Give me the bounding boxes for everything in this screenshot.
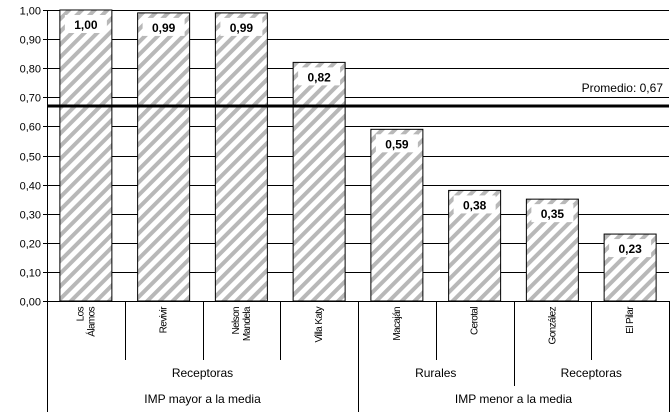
bar xyxy=(370,128,424,302)
data-label-box xyxy=(298,67,341,86)
bar xyxy=(292,61,346,302)
y-tick-label: 0,50 xyxy=(20,152,41,164)
group-label: Receptoras xyxy=(561,366,622,380)
data-label: 0,23 xyxy=(618,242,642,256)
data-label-box xyxy=(64,15,107,33)
y-tick-label: 0,90 xyxy=(20,35,41,47)
group-label: Receptoras xyxy=(172,366,233,380)
y-tick-label: 1,00 xyxy=(20,6,41,18)
y-tick-label: 0,10 xyxy=(20,268,41,280)
data-label-box xyxy=(220,17,263,36)
category-label: Mandela xyxy=(242,306,253,341)
bars xyxy=(59,9,657,302)
category-label: El Pilar xyxy=(625,306,636,334)
y-tick-label: 0,20 xyxy=(20,239,41,251)
data-label: 0,82 xyxy=(307,70,331,84)
category-label: Macaján xyxy=(392,307,403,341)
y-tick-label: 0,70 xyxy=(20,93,41,105)
data-label: 0,99 xyxy=(152,21,176,35)
bar xyxy=(59,9,113,302)
y-tick-label: 0,60 xyxy=(20,122,41,134)
data-label: 0,35 xyxy=(541,207,565,221)
category-label: Nelson xyxy=(231,307,242,335)
average-line-group: Promedio: 0,67 xyxy=(47,81,669,108)
category-label: Revivir xyxy=(159,306,170,334)
y-tick-label: 0,00 xyxy=(20,297,41,309)
category-axis: Los Álamos Revivir Nelson Mandela Villa Katy M… xyxy=(47,301,670,412)
group-label: Rurales xyxy=(415,366,456,380)
data-label: 0,38 xyxy=(463,198,487,212)
data-label: 0,59 xyxy=(385,137,409,151)
data-label: 0,99 xyxy=(230,21,254,35)
y-tick-label: 0,80 xyxy=(20,64,41,76)
y-tick-label: 0,40 xyxy=(20,181,41,193)
data-label-box xyxy=(531,204,574,223)
bar xyxy=(214,12,268,302)
category-label: Álamos xyxy=(84,306,97,336)
group-label: IMP mayor a la media xyxy=(144,392,261,406)
group-label: IMP menor a la media xyxy=(455,392,572,406)
data-label-box xyxy=(375,134,418,153)
data-label: 1,00 xyxy=(74,18,98,32)
category-label: Cerotal xyxy=(470,307,481,335)
data-label-box xyxy=(453,195,496,214)
category-label: González xyxy=(547,306,558,344)
average-label: Promedio: 0,67 xyxy=(582,81,664,95)
data-label-box xyxy=(609,239,652,258)
data-label-box xyxy=(142,17,185,36)
data-labels: 1,00 0,99 0,99 0,82 0,59 0,38 0,35 0,23 xyxy=(64,15,652,258)
y-tick-label: 0,30 xyxy=(20,210,41,222)
bar xyxy=(137,12,191,302)
category-label: Los xyxy=(75,306,86,321)
category-label: Villa Katy xyxy=(314,306,325,342)
